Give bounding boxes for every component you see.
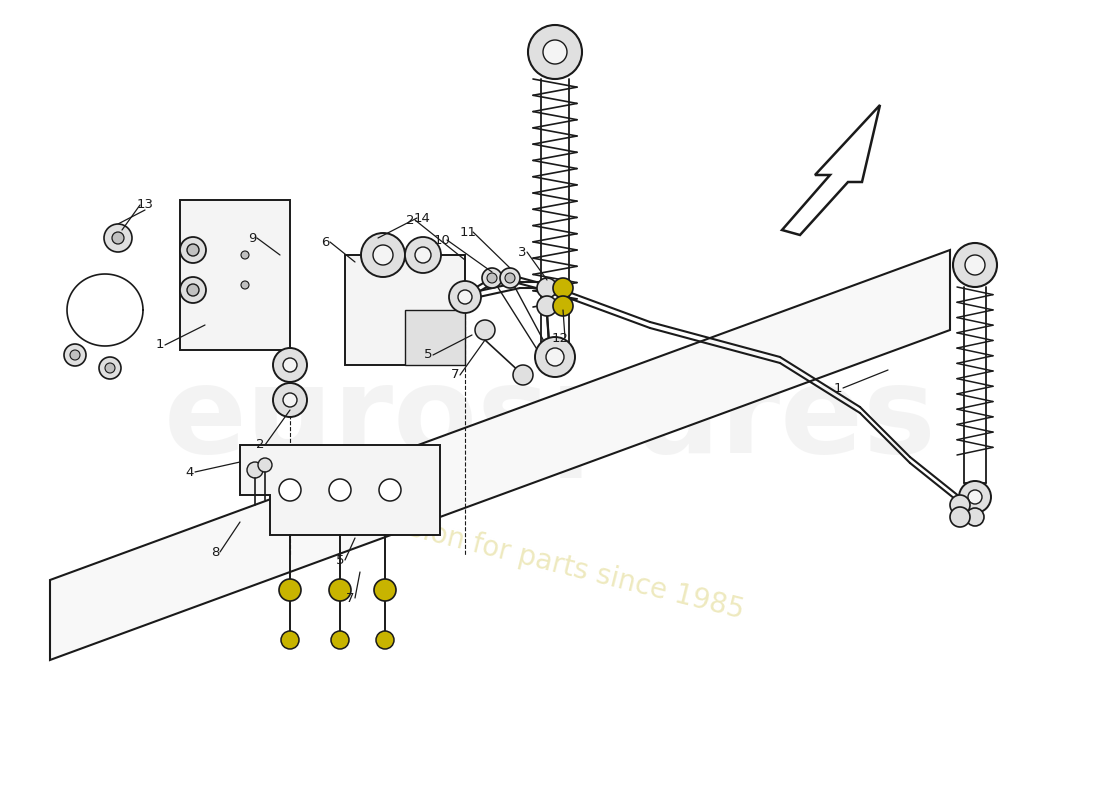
Circle shape	[528, 25, 582, 79]
Circle shape	[950, 495, 970, 515]
Circle shape	[187, 284, 199, 296]
Circle shape	[959, 481, 991, 513]
Polygon shape	[345, 255, 465, 365]
Text: 5: 5	[336, 554, 344, 566]
Circle shape	[70, 350, 80, 360]
Circle shape	[187, 244, 199, 256]
Circle shape	[283, 393, 297, 407]
Text: 8: 8	[211, 546, 219, 558]
Text: eurospares: eurospares	[164, 362, 936, 478]
Text: 7: 7	[345, 591, 354, 605]
Circle shape	[258, 458, 272, 472]
Polygon shape	[50, 250, 950, 660]
Circle shape	[241, 281, 249, 289]
Circle shape	[379, 479, 401, 501]
Circle shape	[487, 273, 497, 283]
Text: 13: 13	[136, 198, 154, 211]
Polygon shape	[180, 200, 290, 350]
Text: a passion for parts since 1985: a passion for parts since 1985	[333, 496, 747, 624]
Circle shape	[241, 251, 249, 259]
Text: 6: 6	[321, 235, 329, 249]
Circle shape	[99, 357, 121, 379]
Circle shape	[482, 268, 502, 288]
Text: 14: 14	[414, 211, 430, 225]
Circle shape	[112, 232, 124, 244]
Text: 12: 12	[551, 331, 569, 345]
Circle shape	[283, 358, 297, 372]
Circle shape	[966, 508, 984, 526]
Circle shape	[553, 296, 573, 316]
Circle shape	[248, 462, 263, 478]
Circle shape	[953, 243, 997, 287]
Text: 2: 2	[255, 438, 264, 451]
Text: 10: 10	[433, 234, 450, 246]
Text: 3: 3	[518, 246, 526, 258]
Circle shape	[415, 247, 431, 263]
Circle shape	[361, 233, 405, 277]
Circle shape	[968, 490, 982, 504]
Circle shape	[458, 290, 472, 304]
Circle shape	[965, 255, 985, 275]
Circle shape	[279, 579, 301, 601]
Circle shape	[273, 348, 307, 382]
Circle shape	[104, 224, 132, 252]
Circle shape	[329, 579, 351, 601]
Circle shape	[279, 479, 301, 501]
Circle shape	[180, 237, 206, 263]
Circle shape	[280, 631, 299, 649]
Polygon shape	[240, 445, 440, 535]
Circle shape	[537, 278, 557, 298]
Circle shape	[405, 237, 441, 273]
Circle shape	[374, 579, 396, 601]
Circle shape	[513, 365, 534, 385]
Text: 4: 4	[186, 466, 195, 478]
Circle shape	[553, 278, 573, 298]
Circle shape	[500, 268, 520, 288]
Circle shape	[449, 281, 481, 313]
Circle shape	[537, 296, 557, 316]
Text: 5: 5	[424, 349, 432, 362]
Circle shape	[64, 344, 86, 366]
Text: 2: 2	[406, 214, 415, 226]
Polygon shape	[782, 105, 880, 235]
Circle shape	[376, 631, 394, 649]
Circle shape	[273, 383, 307, 417]
Polygon shape	[405, 310, 465, 365]
Text: 9: 9	[248, 231, 256, 245]
Text: 1: 1	[834, 382, 843, 394]
Circle shape	[104, 363, 116, 373]
Text: 7: 7	[451, 369, 460, 382]
Circle shape	[950, 507, 970, 527]
Circle shape	[535, 337, 575, 377]
Circle shape	[505, 273, 515, 283]
Text: 1: 1	[156, 338, 164, 351]
Circle shape	[475, 320, 495, 340]
Circle shape	[546, 348, 564, 366]
Circle shape	[331, 631, 349, 649]
Circle shape	[543, 40, 566, 64]
Text: 11: 11	[460, 226, 476, 238]
Circle shape	[180, 277, 206, 303]
Circle shape	[373, 245, 393, 265]
Circle shape	[329, 479, 351, 501]
